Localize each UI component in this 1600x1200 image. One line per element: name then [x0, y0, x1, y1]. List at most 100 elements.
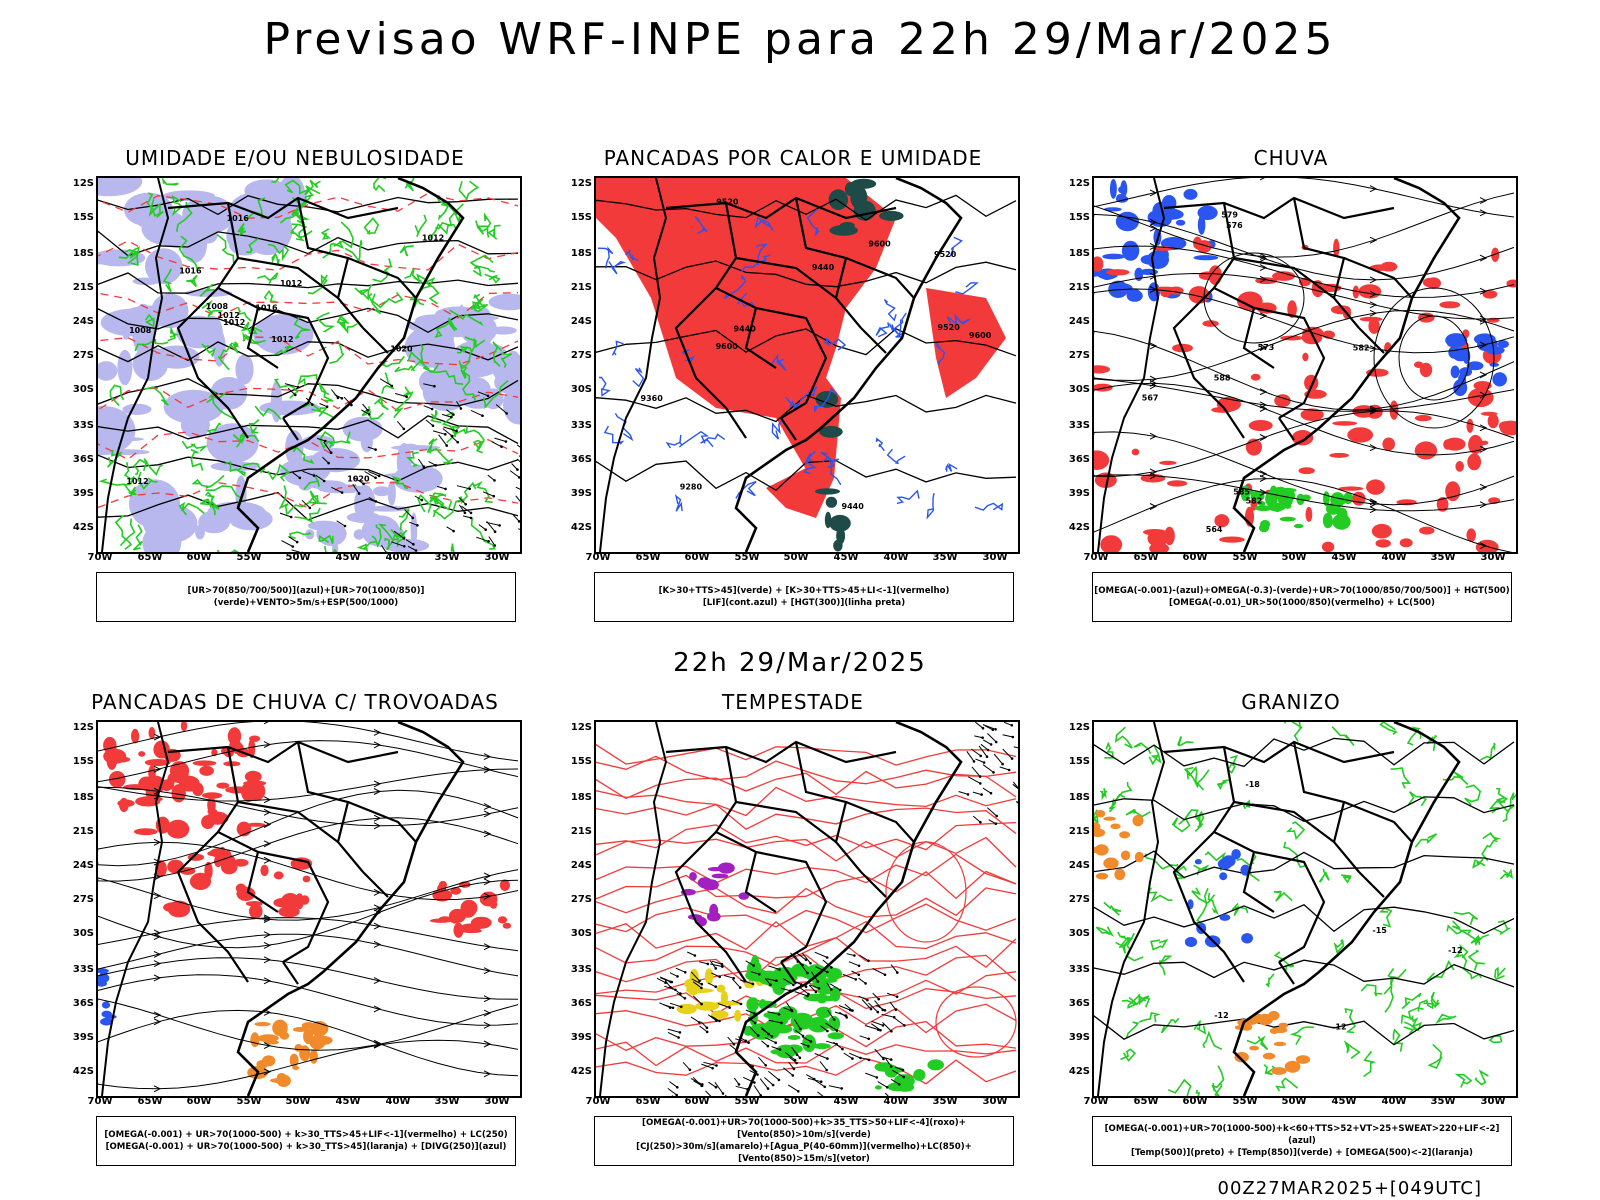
panel-legend: [UR>70(850/700/500)](azul)+[UR>70(1000/8…: [96, 572, 516, 622]
map-svg: -12 -15 -18 -12 -12: [1094, 722, 1516, 1096]
contour-label: 588: [1214, 373, 1231, 382]
legend-line: [OMEGA(-0.001)-(azul)+OMEGA(-0.3)-(verde…: [1094, 586, 1510, 596]
latitude-label: 15S: [570, 756, 592, 767]
latitude-label: 15S: [72, 756, 94, 767]
latitude-label: 24S: [1068, 860, 1090, 871]
state-border: [1278, 417, 1295, 441]
latitude-label: 30S: [1068, 928, 1090, 939]
longitude-label: 70W: [1083, 552, 1109, 563]
contour-label: 9280: [680, 482, 703, 491]
contour-label: 576: [1226, 221, 1243, 230]
contour-label: 1016: [255, 303, 278, 312]
contour-label: 9520: [934, 250, 957, 259]
longitude-label: 50W: [285, 552, 311, 563]
longitude-label: 70W: [1083, 1096, 1109, 1107]
latitude-label: 18S: [570, 792, 592, 803]
state-border: [282, 417, 299, 441]
contour-label: 1012: [422, 234, 444, 243]
latitude-label: 42S: [570, 1066, 592, 1077]
contour-label: 9600: [868, 239, 891, 248]
streamline: [1094, 192, 1515, 258]
panel-legend: [OMEGA(-0.001)+UR>70(1000-500)+k<60+TTS>…: [1092, 1116, 1512, 1166]
longitude-label: 40W: [385, 552, 411, 563]
longitude-label: 45W: [335, 552, 361, 563]
main-title: Previsao WRF-INPE para 22h 29/Mar/2025: [263, 14, 1337, 65]
latitude-label: 42S: [1068, 522, 1090, 533]
longitude-label: 65W: [635, 552, 661, 563]
streamline: [1094, 178, 1515, 218]
state-border: [860, 327, 887, 354]
latitude-label: 39S: [570, 1032, 592, 1043]
latitude-label: 21S: [72, 282, 94, 293]
latitude-label: 24S: [570, 316, 592, 327]
longitude-label: 55W: [236, 1096, 262, 1107]
state-border: [362, 871, 389, 898]
map-svg: [98, 722, 519, 1096]
contour-label: 564: [1206, 525, 1223, 534]
streamline: [98, 1009, 519, 1077]
longitude-label: 35W: [932, 552, 958, 563]
state-border: [665, 196, 897, 220]
legend-line: [OMEGA(-0.001) + UR>70(1000-500) + k>30_…: [105, 1142, 507, 1152]
latitude-label: 36S: [1068, 998, 1090, 1009]
streamline: [1094, 431, 1515, 506]
streamline: [1094, 330, 1515, 411]
longitude-label: 50W: [285, 1096, 311, 1107]
longitude-label: 45W: [833, 552, 859, 563]
forecast-panel-6: GRANIZO 12S 15S 18S 21S 24S 27S 30S 33S 36S 39S 42S…: [1056, 690, 1526, 1180]
panel-legend: [OMEGA(-0.001)-(azul)+OMEGA(-0.3)-(verde…: [1092, 572, 1512, 622]
latitude-label: 27S: [1068, 350, 1090, 361]
latitude-label: 18S: [570, 248, 592, 259]
latitude-label: 33S: [72, 420, 94, 431]
state-border: [257, 306, 330, 419]
latitude-label: 21S: [1068, 826, 1090, 837]
longitude-label: 35W: [932, 1096, 958, 1107]
contour-label: 1012: [126, 477, 148, 486]
contour-label: 1020: [390, 345, 413, 354]
state-border: [347, 800, 417, 843]
state-border: [176, 831, 249, 983]
contour-label: 1008: [129, 326, 152, 335]
forecast-panel-4: PANCADAS DE CHUVA C/ TROVOADAS 12S 15S 18S 2…: [60, 690, 530, 1180]
latitude-label: 27S: [72, 894, 94, 905]
streamline: [98, 817, 519, 882]
latitude-label: 30S: [72, 928, 94, 939]
legend-line: [K>30+TTS>45](verde) + [K>30+TTS>45+LI<-…: [658, 586, 950, 596]
state-border: [714, 202, 777, 369]
contour-label: 1012: [218, 311, 240, 320]
longitude-label: 55W: [236, 552, 262, 563]
legend-line: [Temp(500)](preto) + [Temp(850)](verde) …: [1131, 1148, 1473, 1158]
latitude-label: 30S: [1068, 384, 1090, 395]
streamline: [98, 1039, 519, 1090]
contour-label: 9360: [641, 394, 664, 403]
state-border: [845, 800, 915, 843]
state-border: [347, 256, 417, 299]
forecast-panel-3: CHUVA 12S 15S 18S 21S 24S 27S 30S 33S 36S 39S 42S 70…: [1056, 146, 1526, 636]
latitude-label: 12S: [570, 722, 592, 733]
longitude-label: 60W: [684, 552, 710, 563]
longitude-label: 35W: [1430, 552, 1456, 563]
latitude-label: 42S: [570, 522, 592, 533]
contour-label: 1008: [206, 302, 229, 311]
latitude-label: 18S: [1068, 248, 1090, 259]
state-border: [860, 871, 887, 898]
longitude-label: 55W: [734, 1096, 760, 1107]
map-area: [96, 720, 522, 1098]
legend-line: [OMEGA(-0.001)+UR>70(1000-500)+k<60+TTS>…: [1104, 1124, 1500, 1146]
state-border: [1212, 746, 1275, 913]
longitude-label: 30W: [1480, 552, 1506, 563]
state-border: [1358, 871, 1385, 898]
contour-label: 582: [1353, 344, 1370, 353]
state-border: [257, 850, 330, 963]
map-area: 9600 9600 9600 9520 9520 9440 9520 9360 9280 9440…: [594, 176, 1020, 554]
latitude-label: 27S: [72, 350, 94, 361]
latitude-label: 27S: [570, 350, 592, 361]
contour-label: 1020: [347, 475, 370, 484]
latitude-label: 36S: [570, 998, 592, 1009]
streamline: [1094, 477, 1513, 552]
state-border: [735, 800, 837, 843]
longitude-label: 60W: [1182, 1096, 1208, 1107]
longitude-label: 45W: [1331, 552, 1357, 563]
latitude-label: 15S: [570, 212, 592, 223]
longitude-label: 50W: [783, 1096, 809, 1107]
